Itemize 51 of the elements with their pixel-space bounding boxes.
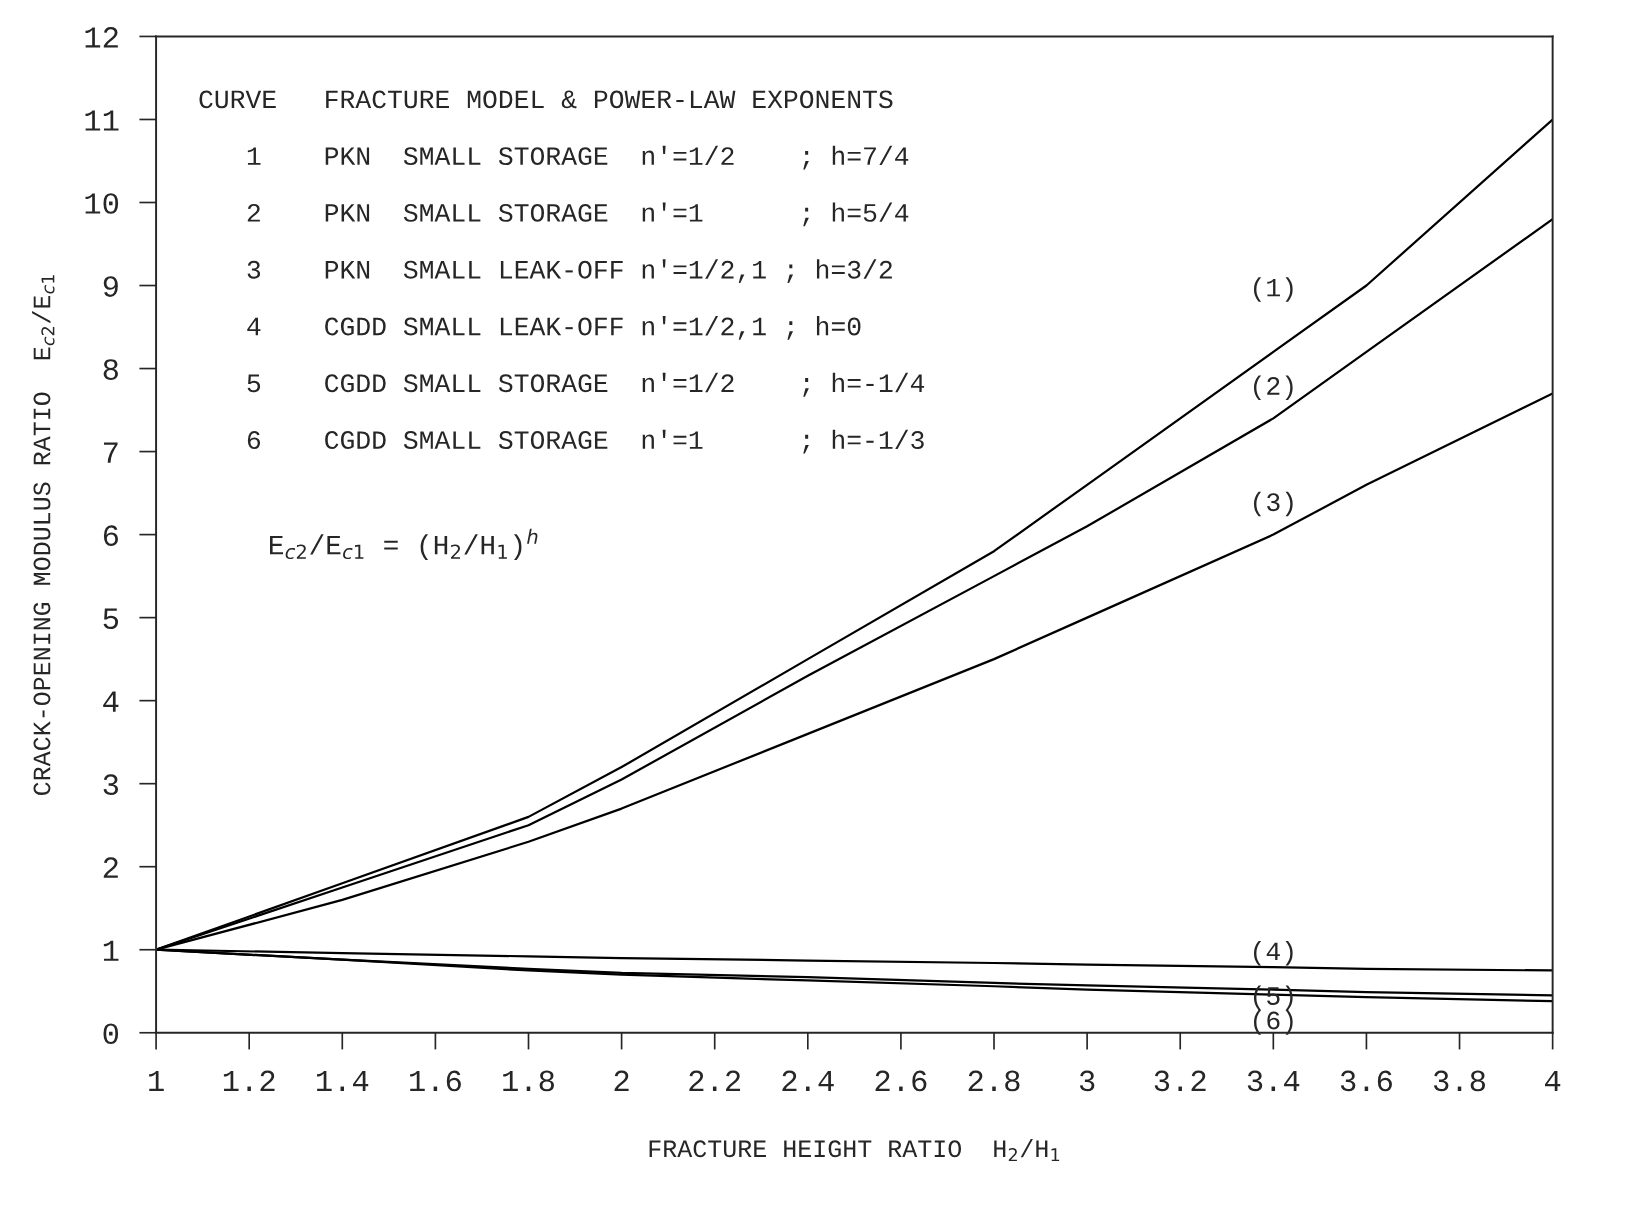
annotation: 4 (247, 317, 261, 336)
x-tick-label: 3 (1079, 1070, 1095, 1092)
y-tick-label: 6 (103, 525, 118, 546)
x-tick-label: 1.6 (410, 1070, 461, 1092)
x-tick-label: 1.4 (317, 1070, 369, 1091)
annotation: PKN SMALL LEAK-OFF n'=1/2,1 ; h=3/2 (325, 259, 892, 284)
y-axis-title: CRACK-OPENING MODULUS RATIO E$_{c2}$/E$_{c1}$ (32, 275, 55, 795)
x-tick-label: 2.4 (782, 1070, 834, 1091)
x-tick-label: 1 (149, 1070, 164, 1091)
x-tick-label: 2.2 (689, 1070, 741, 1091)
y-tick-label: 1 (103, 940, 119, 961)
y-tick-label: 8 (103, 359, 118, 380)
y-tick-label: 5 (103, 608, 119, 629)
annotation: FRACTURE MODEL & POWER-LAW EXPONENTS (326, 90, 893, 109)
annotation: (1) (1253, 277, 1293, 302)
y-tick-label: 3 (103, 774, 119, 796)
annotation: (4) (1253, 940, 1293, 966)
annotation: CGDD SMALL STORAGE n'=1 ; h=-1/3 (325, 429, 924, 454)
y-tick-label: 7 (103, 442, 118, 463)
annotation: CGDD SMALL LEAK-OFF n'=1/2,1 ; h=0 (325, 316, 861, 340)
x-tick-label: 2.6 (875, 1070, 927, 1092)
x-tick-label: 3.6 (1340, 1070, 1392, 1092)
annotation: 5 (247, 374, 261, 393)
y-tick-label: 0 (103, 1023, 119, 1045)
x-tick-label: 2 (614, 1070, 629, 1091)
y-tick-label: 12 (85, 27, 118, 48)
annotation: PKN SMALL STORAGE n'=1 ; h=5/4 (325, 202, 909, 227)
x-tick-label: 4 (1545, 1070, 1561, 1091)
annotation: PKN SMALL STORAGE n'=1/2 ; h=7/4 (325, 145, 909, 170)
x-axis-title: FRACTURE HEIGHT RATIO H$_{2}$/H$_{1}$ (649, 1138, 1060, 1162)
y-tick-label: 9 (103, 276, 118, 297)
annotation: 6 (247, 431, 261, 450)
y-tick-label: 11 (85, 110, 119, 131)
annotation: 3 (247, 260, 261, 279)
annotation: 2 (247, 203, 260, 222)
annotation: 1 (247, 147, 261, 165)
text: E$_{c2}$/E$_{c1}$ = (H$_{2}$/H$_{1}$)$^{h}$ (270, 528, 538, 561)
x-tick-label: 1.2 (223, 1070, 275, 1091)
y-tick-label: 4 (103, 691, 119, 712)
x-tick-label: 3.8 (1433, 1070, 1486, 1092)
x-tick-label: 1.8 (503, 1070, 554, 1092)
annotation: (2) (1253, 375, 1293, 401)
x-tick-label: 3.2 (1154, 1070, 1206, 1092)
x-tick-label: 3.4 (1247, 1070, 1300, 1092)
annotation: CGDD SMALL STORAGE n'=1/2 ; h=-1/4 (325, 372, 925, 397)
y-tick-label: 2 (103, 857, 118, 878)
x-tick-label: 2.8 (968, 1070, 1020, 1092)
y-tick-label: 10 (85, 193, 119, 214)
annotation: (6) (1253, 1010, 1293, 1035)
annotation: (3) (1253, 491, 1293, 517)
annotation: CURVE (199, 90, 276, 109)
